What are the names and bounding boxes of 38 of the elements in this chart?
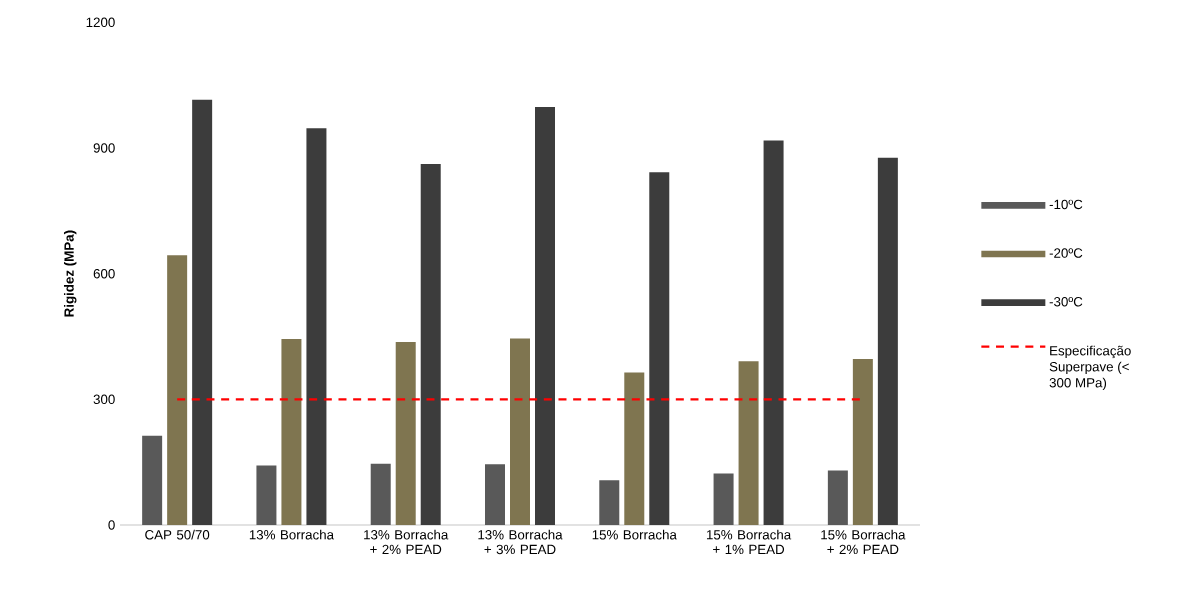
bar xyxy=(281,339,302,525)
bar xyxy=(167,255,188,525)
bar xyxy=(510,338,530,525)
bar xyxy=(852,359,873,525)
y-tick-label: 600 xyxy=(93,268,115,279)
bar xyxy=(877,157,898,525)
x-tick-label: 13% Borracha xyxy=(249,529,335,540)
legend-label: Especificação Superpave (< 300 MPa) xyxy=(1049,345,1131,391)
bar xyxy=(142,435,163,525)
bar xyxy=(599,480,620,525)
x-tick-label: 13% Borracha + 2% PEAD xyxy=(364,529,449,555)
bar xyxy=(763,140,784,525)
bar xyxy=(395,341,416,525)
y-tick-label: 900 xyxy=(93,143,115,153)
bar xyxy=(306,128,327,525)
bar xyxy=(827,470,848,525)
bar xyxy=(485,464,505,525)
bar xyxy=(649,172,670,525)
y-axis-title: Rigidez (MPa) xyxy=(63,230,77,317)
legend-label: -20ºC xyxy=(1049,248,1083,258)
bar xyxy=(256,465,277,525)
legend-label: -10ºC xyxy=(1049,199,1083,210)
x-tick-label: 15% Borracha xyxy=(592,529,677,540)
y-tick-label: 0 xyxy=(108,520,115,530)
bar xyxy=(370,463,391,525)
x-tick-label: CAP 50/70 xyxy=(145,529,210,540)
bar xyxy=(624,372,645,525)
bar xyxy=(420,163,441,525)
bar xyxy=(192,99,213,525)
bar xyxy=(713,473,734,525)
x-tick-label: 13% Borracha + 3% PEAD xyxy=(478,529,563,555)
y-tick-label: 1200 xyxy=(86,17,115,28)
x-tick-label: 15% Borracha + 2% PEAD xyxy=(821,529,906,555)
y-tick-label: 300 xyxy=(93,394,115,405)
bar xyxy=(535,106,555,525)
bar xyxy=(738,361,759,525)
x-tick-label: 15% Borracha + 1% PEAD xyxy=(706,529,792,555)
legend-label: -30ºC xyxy=(1049,296,1083,307)
